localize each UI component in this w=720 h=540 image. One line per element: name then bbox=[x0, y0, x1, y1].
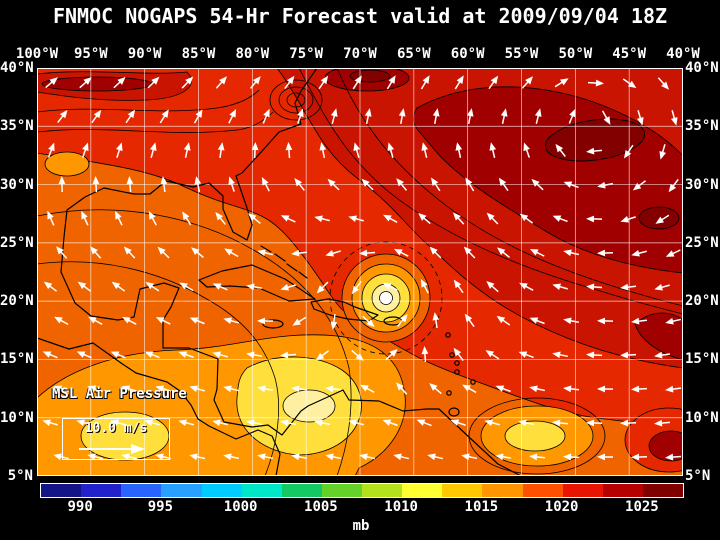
lon-label: 80°W bbox=[235, 46, 270, 62]
colorbar-tick: 1020 bbox=[544, 499, 579, 515]
lat-label: 10°N bbox=[685, 409, 719, 426]
latitude-axis-right: 40°N 35°N 30°N 25°N 20°N 15°N 10°N 5°N bbox=[685, 0, 720, 540]
map-canvas bbox=[36, 64, 714, 477]
colorbar-segment bbox=[161, 484, 202, 497]
lon-label: 60°W bbox=[450, 46, 485, 62]
lon-label: 50°W bbox=[558, 46, 593, 62]
chart-title: FNMOC NOGAPS 54-Hr Forecast valid at 200… bbox=[52, 4, 668, 28]
wind-scale-box: 10.0 m/s bbox=[62, 418, 170, 460]
colorbar-unit-label: mb bbox=[352, 518, 370, 534]
lat-label: 5°N bbox=[685, 468, 711, 484]
lat-label: 40°N bbox=[685, 60, 719, 76]
colorbar-tick: 1005 bbox=[304, 499, 338, 515]
lat-label: 30°N bbox=[0, 176, 34, 193]
colorbar-tick: 1000 bbox=[223, 499, 258, 515]
lon-label: 55°W bbox=[504, 46, 539, 62]
wind-arrow-layer bbox=[42, 75, 682, 461]
lon-label: 65°W bbox=[396, 46, 431, 62]
lat-label: 15°N bbox=[685, 351, 719, 368]
colorbar-segment bbox=[602, 484, 643, 497]
lon-label: 75°W bbox=[289, 46, 324, 62]
colorbar-segment bbox=[362, 484, 403, 497]
colorbar-segment bbox=[402, 484, 443, 497]
msl-pressure-label: MSL Air Pressure bbox=[52, 386, 187, 402]
wind-scale-arrow-icon bbox=[79, 444, 145, 454]
lat-label: 35°N bbox=[0, 118, 34, 135]
wind-scale-label: 10.0 m/s bbox=[84, 421, 148, 436]
colorbar-tick: 1010 bbox=[384, 499, 418, 515]
latitude-axis-left: 40°N 35°N 30°N 25°N 20°N 15°N 10°N 5°N bbox=[0, 0, 34, 540]
isobar-layer bbox=[36, 67, 684, 477]
colorbar-segment bbox=[41, 484, 82, 497]
lon-label: 40°W bbox=[666, 46, 700, 62]
lat-label: 40°N bbox=[0, 60, 34, 76]
lat-label: 30°N bbox=[685, 176, 719, 193]
map-area: MSL Air Pressure 10.0 m/s bbox=[36, 64, 714, 477]
colorbar-segment bbox=[201, 484, 242, 497]
lon-label: 90°W bbox=[127, 46, 162, 62]
lat-label: 35°N bbox=[685, 118, 719, 135]
colorbar-tick: 1015 bbox=[464, 499, 499, 515]
colorbar-segment bbox=[562, 484, 603, 497]
lat-label: 10°N bbox=[0, 409, 34, 426]
lat-label: 25°N bbox=[0, 234, 34, 251]
colorbar-segment bbox=[522, 484, 563, 497]
lon-label: 85°W bbox=[181, 46, 216, 62]
lat-label: 20°N bbox=[0, 293, 34, 310]
colorbar-segment bbox=[281, 484, 322, 497]
lon-label: 45°W bbox=[612, 46, 647, 62]
lon-label: 95°W bbox=[73, 46, 108, 62]
lon-label: 100°W bbox=[15, 46, 59, 62]
lat-label: 25°N bbox=[685, 234, 719, 251]
lat-label: 20°N bbox=[685, 293, 719, 310]
colorbar-segment bbox=[241, 484, 282, 497]
colorbar-segment bbox=[121, 484, 162, 497]
colorbar bbox=[40, 483, 684, 498]
colorbar-tick: 990 bbox=[67, 499, 93, 515]
colorbar-segment bbox=[81, 484, 122, 497]
colorbar-tick: 1025 bbox=[625, 499, 659, 515]
colorbar-tick: 995 bbox=[147, 499, 174, 515]
colorbar-segment bbox=[482, 484, 523, 497]
lat-label: 5°N bbox=[7, 468, 33, 484]
longitude-axis-top: 100°W 95°W 90°W 85°W 80°W 75°W 70°W 65°W 60°W 55°… bbox=[0, 46, 720, 64]
colorbar-tick-labels: 990 995 1000 1005 1010 1015 1020 1025 bbox=[0, 499, 720, 515]
colorbar-segment bbox=[442, 484, 483, 497]
colorbar-segment bbox=[321, 484, 362, 497]
map-frame bbox=[37, 68, 683, 476]
colorbar-segment bbox=[642, 484, 683, 497]
lon-label: 70°W bbox=[343, 46, 377, 62]
lat-label: 15°N bbox=[0, 351, 34, 368]
